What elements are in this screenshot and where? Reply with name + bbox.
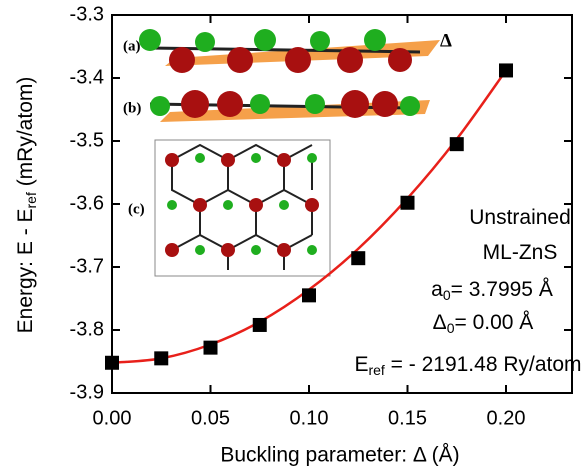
inset-b: [150, 90, 430, 122]
annotation-sub: ref: [368, 362, 384, 378]
annotation: Eref = - 2191.48 Ry/atom: [354, 353, 581, 378]
y-label-rest: (mRy/atom): [14, 77, 37, 193]
annotation-sub: 0: [447, 320, 455, 336]
annotation-text: a: [431, 278, 443, 301]
x-tick-label: 0.10: [290, 407, 329, 429]
annotation: ML-ZnS: [483, 241, 558, 264]
annotation-text: Δ: [433, 311, 447, 334]
x-tick-label: 0.20: [487, 407, 526, 429]
annotation-text: E: [354, 353, 368, 376]
data-point: [302, 288, 316, 302]
y-axis-label: Energy: E - Eref (mRy/atom): [14, 77, 39, 334]
x-tick-label: 0.00: [93, 407, 132, 429]
y-tick-label: -3.7: [70, 255, 104, 277]
chart: 0.00 0.05 0.10 0.15 0.20 -3.9 -3.8 -3.7 -3.6 -3.5…: [0, 0, 582, 475]
y-tick-label: -3.5: [70, 129, 104, 151]
annotation-sub: 0: [443, 287, 451, 303]
x-tick-label: 0.15: [388, 407, 427, 429]
data-point: [351, 251, 365, 265]
data-point: [499, 63, 513, 77]
x-tick-label: 0.05: [191, 407, 230, 429]
y-tick-label: -3.3: [70, 3, 104, 25]
annotation: Unstrained: [469, 206, 571, 229]
annotation-rest: = 0.00 Å: [455, 311, 534, 334]
x-axis-label: Buckling parameter: Δ (Å): [220, 444, 459, 467]
annotation-rest: = - 2191.48 Ry/atom: [385, 353, 582, 376]
inset-c: [155, 140, 330, 276]
inset-label: (a): [123, 38, 141, 54]
data-point: [105, 356, 119, 370]
data-point: [154, 351, 168, 365]
annotation: a0= 3.7995 Å: [431, 278, 553, 303]
y-tick-label: -3.6: [70, 192, 104, 214]
data-point: [401, 196, 415, 210]
data-point: [450, 137, 464, 151]
y-label-main: Energy: E - E: [14, 208, 37, 333]
annotation-rest: = 3.7995 Å: [451, 278, 553, 301]
data-point: [253, 318, 267, 332]
annotation-text: Unstrained: [469, 206, 571, 229]
data-point: [204, 341, 218, 355]
annotation-text: ML-ZnS: [483, 241, 558, 264]
inset-label: (b): [123, 100, 141, 116]
y-tick-label: -3.9: [70, 381, 104, 403]
y-label-sub: ref: [23, 192, 39, 208]
inset-label: (c): [128, 201, 145, 217]
inset-a: [139, 29, 440, 73]
y-tick-label: -3.8: [70, 318, 104, 340]
y-tick-label: -3.4: [70, 66, 104, 88]
inset-label: Δ: [440, 30, 452, 51]
annotation: Δ0= 0.00 Å: [433, 311, 534, 336]
